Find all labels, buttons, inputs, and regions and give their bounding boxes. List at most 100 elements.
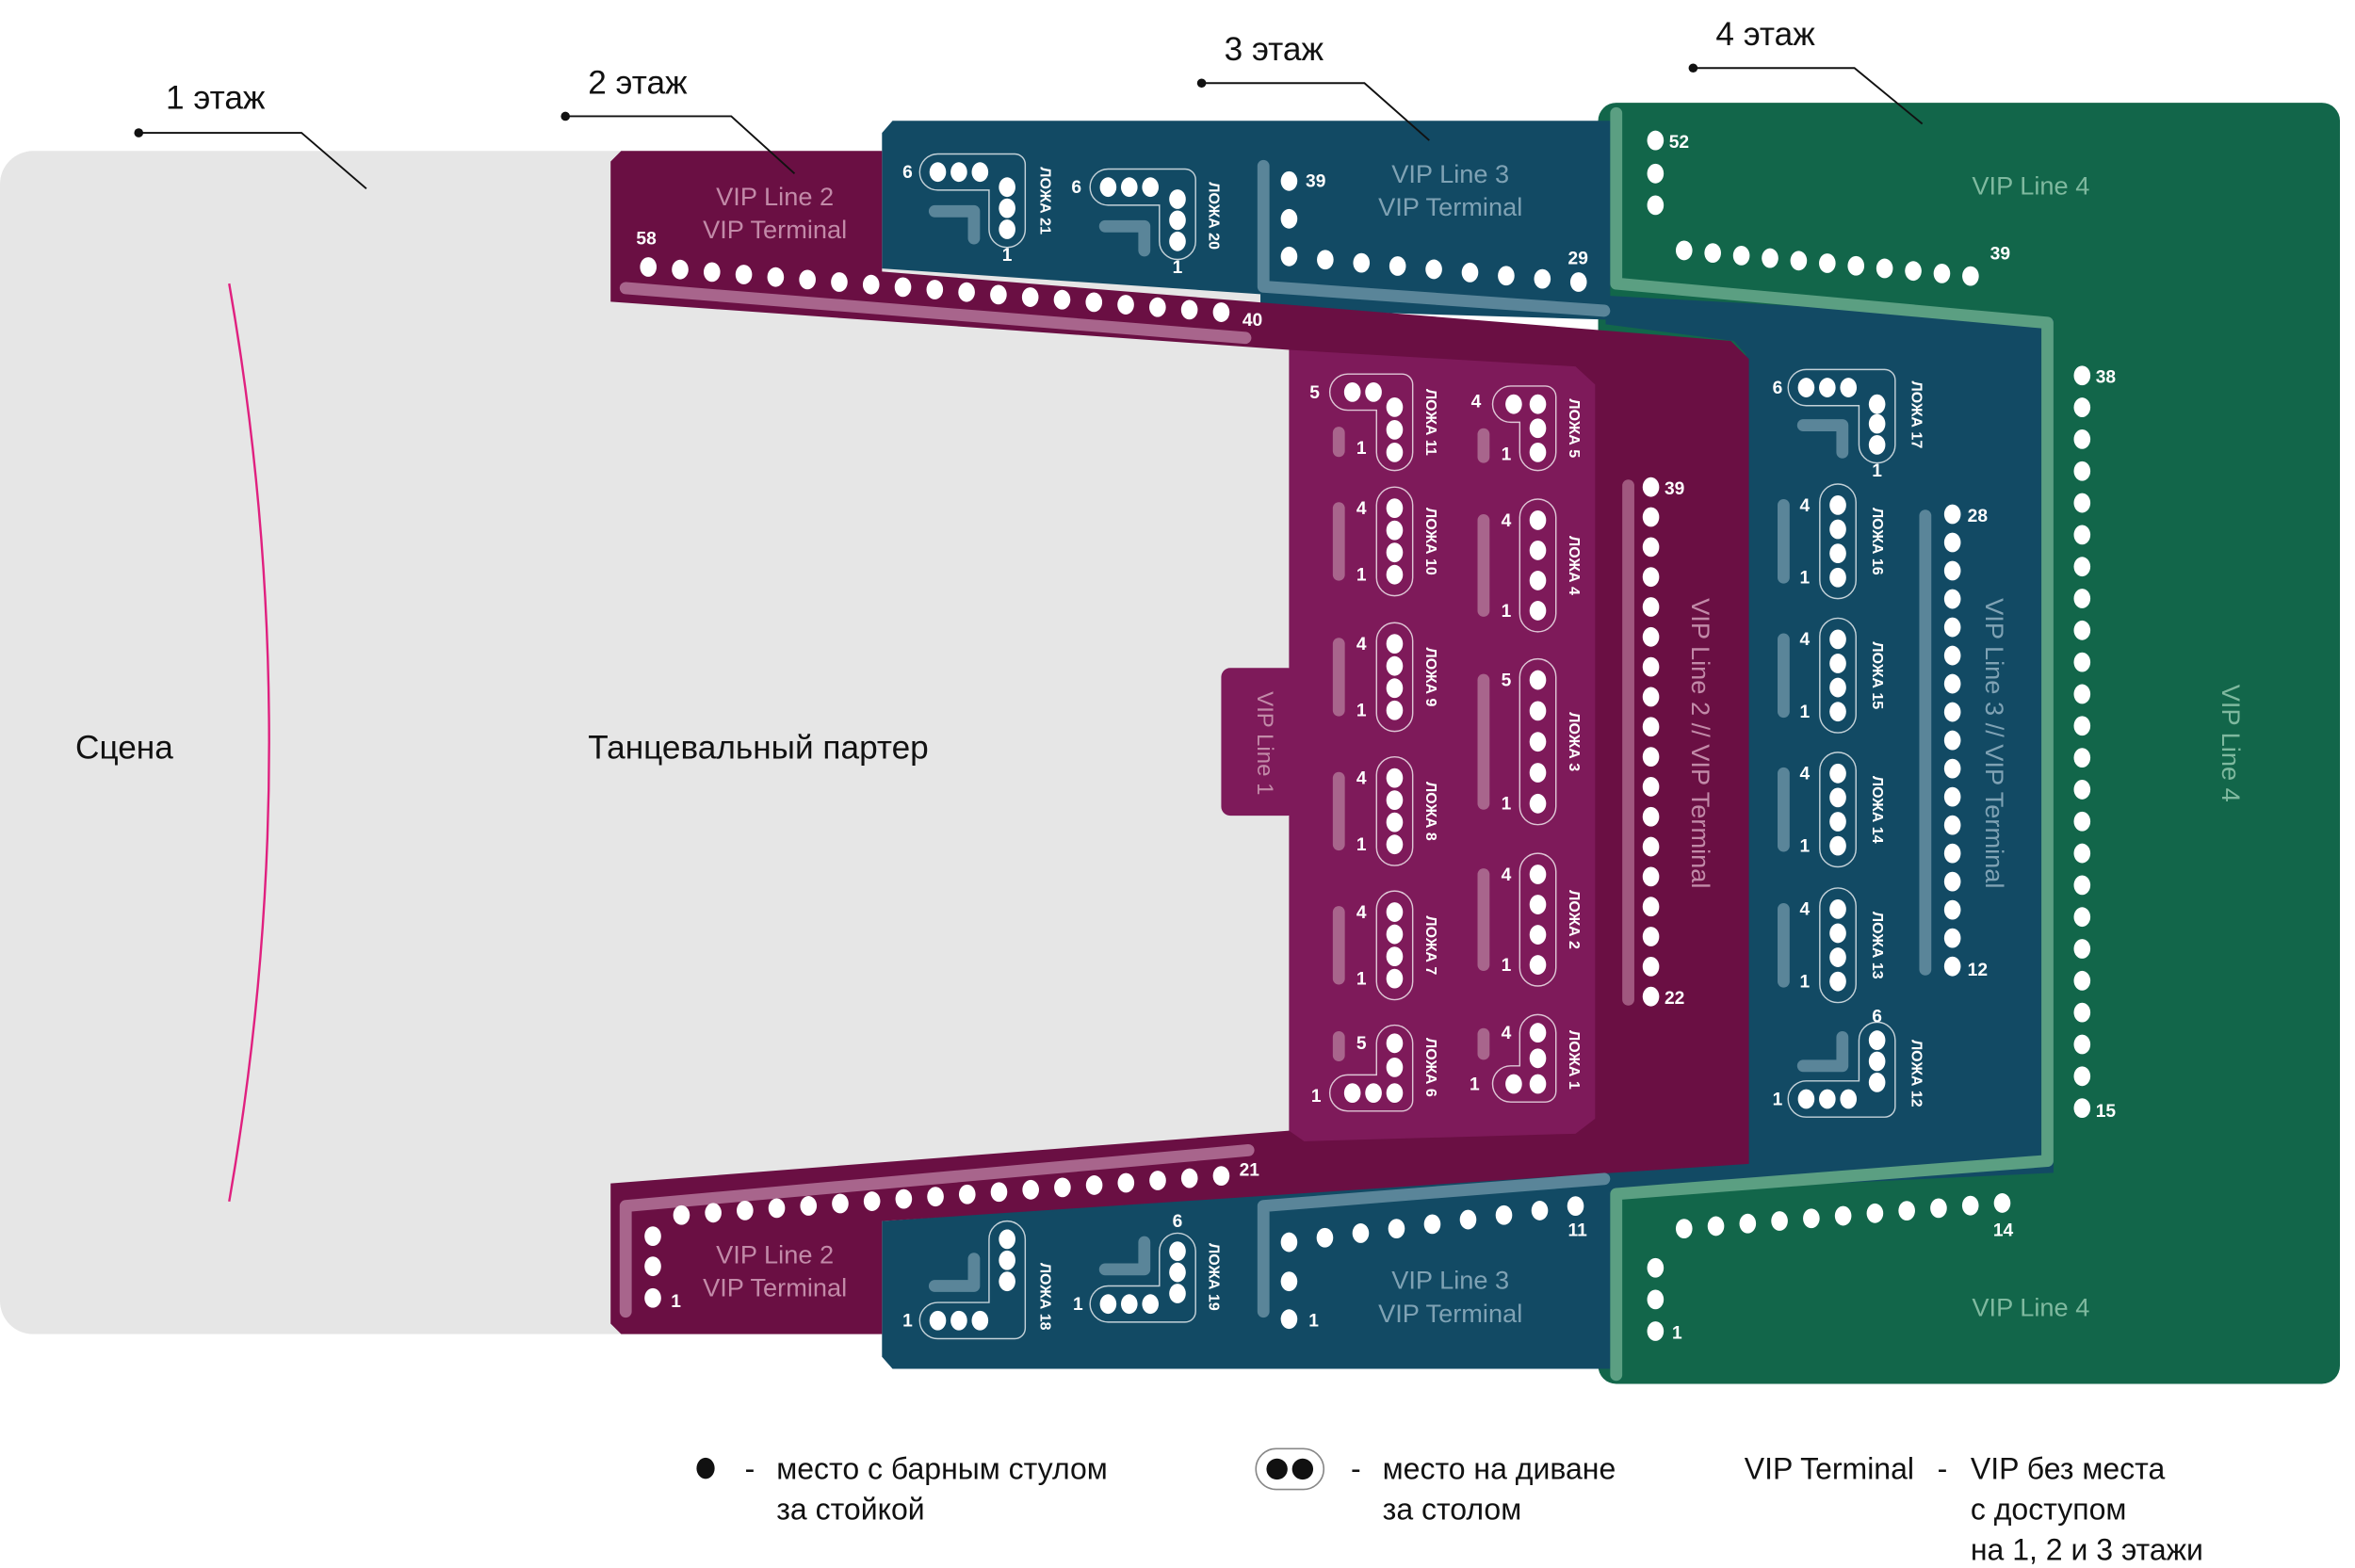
- seat[interactable]: [737, 1200, 754, 1220]
- seat[interactable]: [1505, 394, 1522, 414]
- seat[interactable]: [1829, 519, 1846, 540]
- seat[interactable]: [1386, 520, 1404, 541]
- seat[interactable]: [831, 272, 848, 292]
- seat[interactable]: [1169, 210, 1186, 231]
- seat[interactable]: [1829, 812, 1846, 832]
- seat[interactable]: [1829, 654, 1846, 673]
- seat[interactable]: [1529, 1023, 1547, 1043]
- seat[interactable]: [1829, 787, 1846, 808]
- seat[interactable]: [1704, 243, 1721, 264]
- seat[interactable]: [1642, 986, 1660, 1007]
- seat[interactable]: [1943, 730, 1961, 751]
- box-6[interactable]: 1 5 ЛОЖА 6: [1311, 1024, 1438, 1112]
- seat[interactable]: [2073, 875, 2091, 896]
- box-3[interactable]: 1 5 ЛОЖА 3: [1477, 658, 1582, 826]
- seat[interactable]: [1529, 793, 1547, 814]
- seat[interactable]: [1829, 629, 1846, 650]
- seat[interactable]: [1386, 542, 1404, 563]
- seat[interactable]: [1169, 1241, 1186, 1262]
- seat[interactable]: [1099, 177, 1117, 198]
- seat[interactable]: [1829, 567, 1846, 588]
- seat[interactable]: [2073, 620, 2091, 640]
- box-2[interactable]: 1 4 ЛОЖА 2: [1477, 852, 1582, 987]
- seat[interactable]: [1647, 1257, 1665, 1278]
- seat[interactable]: [1868, 1051, 1886, 1072]
- box-15[interactable]: 1 4 ЛОЖА 15: [1778, 617, 1885, 734]
- seat[interactable]: [672, 259, 689, 280]
- seat[interactable]: [1829, 971, 1846, 992]
- seat[interactable]: [1169, 1284, 1186, 1303]
- seat[interactable]: [1386, 1083, 1404, 1104]
- seat[interactable]: [1386, 396, 1404, 417]
- seat[interactable]: [1531, 1201, 1549, 1220]
- seat[interactable]: [1386, 678, 1404, 699]
- seat[interactable]: [1803, 1208, 1820, 1229]
- seat[interactable]: [767, 267, 785, 287]
- box-17[interactable]: 1 6 ЛОЖА 17: [1773, 368, 1925, 481]
- seat[interactable]: [673, 1204, 690, 1225]
- seat[interactable]: [1647, 195, 1665, 216]
- seat[interactable]: [1142, 177, 1159, 198]
- seat[interactable]: [1529, 571, 1547, 590]
- seat[interactable]: [1868, 434, 1886, 455]
- seat[interactable]: [1829, 947, 1846, 967]
- seat[interactable]: [1120, 177, 1138, 198]
- seat[interactable]: [927, 1187, 944, 1207]
- seat[interactable]: [1797, 1089, 1815, 1109]
- seat[interactable]: [1829, 702, 1846, 722]
- seat[interactable]: [1642, 477, 1660, 497]
- box-21[interactable]: 1 6 ЛОЖА 21: [902, 153, 1052, 266]
- seat[interactable]: [1707, 1216, 1725, 1237]
- seat[interactable]: [1797, 378, 1815, 397]
- seat[interactable]: [1534, 268, 1551, 289]
- seat[interactable]: [1819, 1089, 1836, 1109]
- seat[interactable]: [1054, 1177, 1071, 1198]
- seat[interactable]: [1642, 537, 1660, 558]
- box-19[interactable]: 1 6 ЛОЖА 19: [1073, 1212, 1222, 1323]
- seat[interactable]: [1169, 231, 1186, 251]
- seat[interactable]: [1117, 295, 1134, 315]
- seat[interactable]: [1386, 442, 1404, 462]
- box-16[interactable]: 1 4 ЛОЖА 16: [1778, 483, 1885, 600]
- seat[interactable]: [2073, 365, 2091, 386]
- seat[interactable]: [1120, 1294, 1138, 1315]
- seat[interactable]: [1316, 1227, 1334, 1248]
- seat[interactable]: [1529, 418, 1547, 439]
- seat[interactable]: [1933, 264, 1951, 283]
- seat[interactable]: [1085, 292, 1103, 313]
- seat[interactable]: [2073, 1098, 2091, 1119]
- seat[interactable]: [1943, 871, 1961, 892]
- seat[interactable]: [1642, 806, 1660, 827]
- box-9[interactable]: 1 4 ЛОЖА 9: [1332, 622, 1438, 733]
- seat[interactable]: [1280, 170, 1298, 191]
- seat[interactable]: [1386, 812, 1404, 832]
- seat[interactable]: [1905, 261, 1922, 282]
- box-7[interactable]: 1 4 ЛОЖА 7: [1332, 890, 1438, 1001]
- box-20[interactable]: 1 6 ЛОЖА 20: [1071, 168, 1222, 278]
- seat[interactable]: [1943, 843, 1961, 864]
- seat[interactable]: [1943, 645, 1961, 666]
- seat[interactable]: [1423, 1214, 1441, 1235]
- seat[interactable]: [1834, 1205, 1852, 1226]
- seat[interactable]: [1529, 510, 1547, 530]
- seat[interactable]: [1739, 1213, 1757, 1234]
- seat[interactable]: [1389, 256, 1406, 276]
- seat[interactable]: [1829, 898, 1846, 919]
- seat[interactable]: [1868, 1030, 1886, 1050]
- box-18[interactable]: 1 6 ЛОЖА 18: [902, 1220, 1052, 1340]
- seat[interactable]: [1365, 1083, 1382, 1104]
- seat[interactable]: [1099, 1294, 1117, 1315]
- seat[interactable]: [1868, 1072, 1886, 1092]
- seat[interactable]: [1866, 1203, 1884, 1223]
- seat[interactable]: [1529, 955, 1547, 975]
- seat[interactable]: [1943, 786, 1961, 807]
- seat[interactable]: [950, 1310, 967, 1331]
- seat[interactable]: [1022, 1179, 1039, 1200]
- seat[interactable]: [999, 177, 1015, 198]
- seat[interactable]: [1868, 394, 1886, 414]
- seat[interactable]: [1647, 130, 1665, 151]
- box-11[interactable]: 1 5 ЛОЖА 11: [1309, 373, 1438, 472]
- box-13[interactable]: 1 4 ЛОЖА 13: [1778, 887, 1885, 1004]
- seat[interactable]: [999, 1229, 1015, 1250]
- seat[interactable]: [1505, 1074, 1522, 1094]
